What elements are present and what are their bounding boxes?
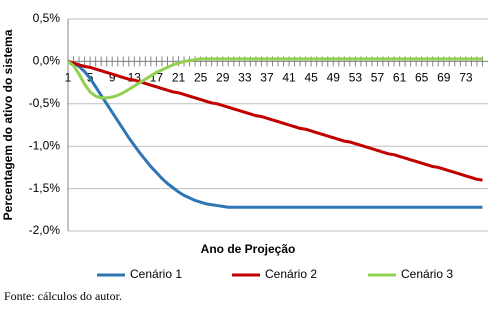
x-tick-label: 9 <box>109 71 116 85</box>
y-tick-label: 0,0% <box>33 54 61 68</box>
x-tick-label: 69 <box>437 71 451 85</box>
x-tick-label: 53 <box>349 71 363 85</box>
y-tick-label: -2,0% <box>29 223 61 237</box>
source-note: Fonte: cálculos do autor. <box>4 289 122 303</box>
series-line <box>67 59 483 182</box>
x-tick-label: 65 <box>415 71 429 85</box>
series-line <box>67 59 483 209</box>
x-tick-label: 61 <box>393 71 407 85</box>
y-axis-title: Percentagem do ativo do sistema <box>1 29 15 220</box>
y-tick-label: -1,5% <box>29 181 61 195</box>
x-tick-label: 49 <box>327 71 341 85</box>
x-tick-label: 73 <box>459 71 473 85</box>
x-tick-label: 29 <box>216 71 230 85</box>
y-tick-label: -0,5% <box>29 96 61 110</box>
x-axis-title: Ano de Projeção <box>201 242 296 256</box>
x-tick-label: 45 <box>304 71 318 85</box>
x-tick-label: 57 <box>371 71 385 85</box>
x-tick-label: 41 <box>282 71 296 85</box>
y-tick-label: -1,0% <box>29 138 61 152</box>
legend-label: Cenário 3 <box>401 267 453 281</box>
series-line <box>67 57 483 100</box>
legend-label: Cenário 2 <box>265 267 317 281</box>
legend-label: Cenário 1 <box>130 267 182 281</box>
x-tick-label: 1 <box>65 71 72 85</box>
x-tick-label: 21 <box>172 71 186 85</box>
x-tick-label: 25 <box>194 71 208 85</box>
x-tick-label: 33 <box>238 71 252 85</box>
x-tick-label: 37 <box>260 71 274 85</box>
y-tick-label: 0,5% <box>33 11 61 25</box>
